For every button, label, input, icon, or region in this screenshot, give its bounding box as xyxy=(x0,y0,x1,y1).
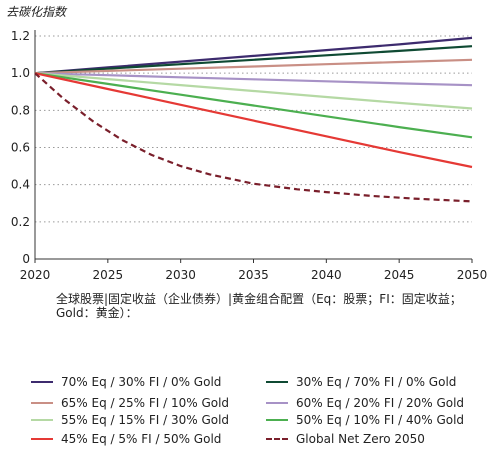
y-tick-label: 0.8 xyxy=(11,103,30,117)
x-tick-label: 2025 xyxy=(93,268,124,282)
series-lines xyxy=(34,36,473,203)
x-tick-label: 2020 xyxy=(20,268,51,282)
series-line xyxy=(34,72,473,169)
x-tick-label: 2040 xyxy=(311,268,342,282)
y-tick-label: 1.2 xyxy=(11,29,30,43)
tick-labels: 0 0.2 0.4 0.6 0.8 1.0 1.2 2020 2025 2030 2035 2040 2… xyxy=(11,29,487,282)
chart-caption: 全球股票|固定收益（企业债券）|黄金组合配置（Eq：股票；FI：固定收益；Gol… xyxy=(56,292,462,320)
series-line xyxy=(34,72,473,139)
y-tick-label: 0 xyxy=(22,252,30,266)
grid-lines xyxy=(35,35,472,223)
series-line xyxy=(34,72,473,110)
y-tick-label: 1.0 xyxy=(11,66,30,80)
series-line xyxy=(34,58,473,75)
series-line xyxy=(34,72,473,87)
y-tick-label: 0.4 xyxy=(11,178,30,192)
series-line xyxy=(34,45,473,75)
y-axis-label: 去碳化指数 xyxy=(6,5,68,19)
series-line xyxy=(34,36,473,75)
series-line xyxy=(34,72,473,203)
x-tick-label: 2035 xyxy=(238,268,269,282)
x-tick-label: 2030 xyxy=(165,268,196,282)
x-tick-label: 2045 xyxy=(384,268,415,282)
x-tick-label: 2050 xyxy=(457,268,488,282)
y-tick-label: 0.6 xyxy=(11,141,30,155)
axes xyxy=(34,30,473,263)
y-tick-label: 0.2 xyxy=(11,215,30,229)
